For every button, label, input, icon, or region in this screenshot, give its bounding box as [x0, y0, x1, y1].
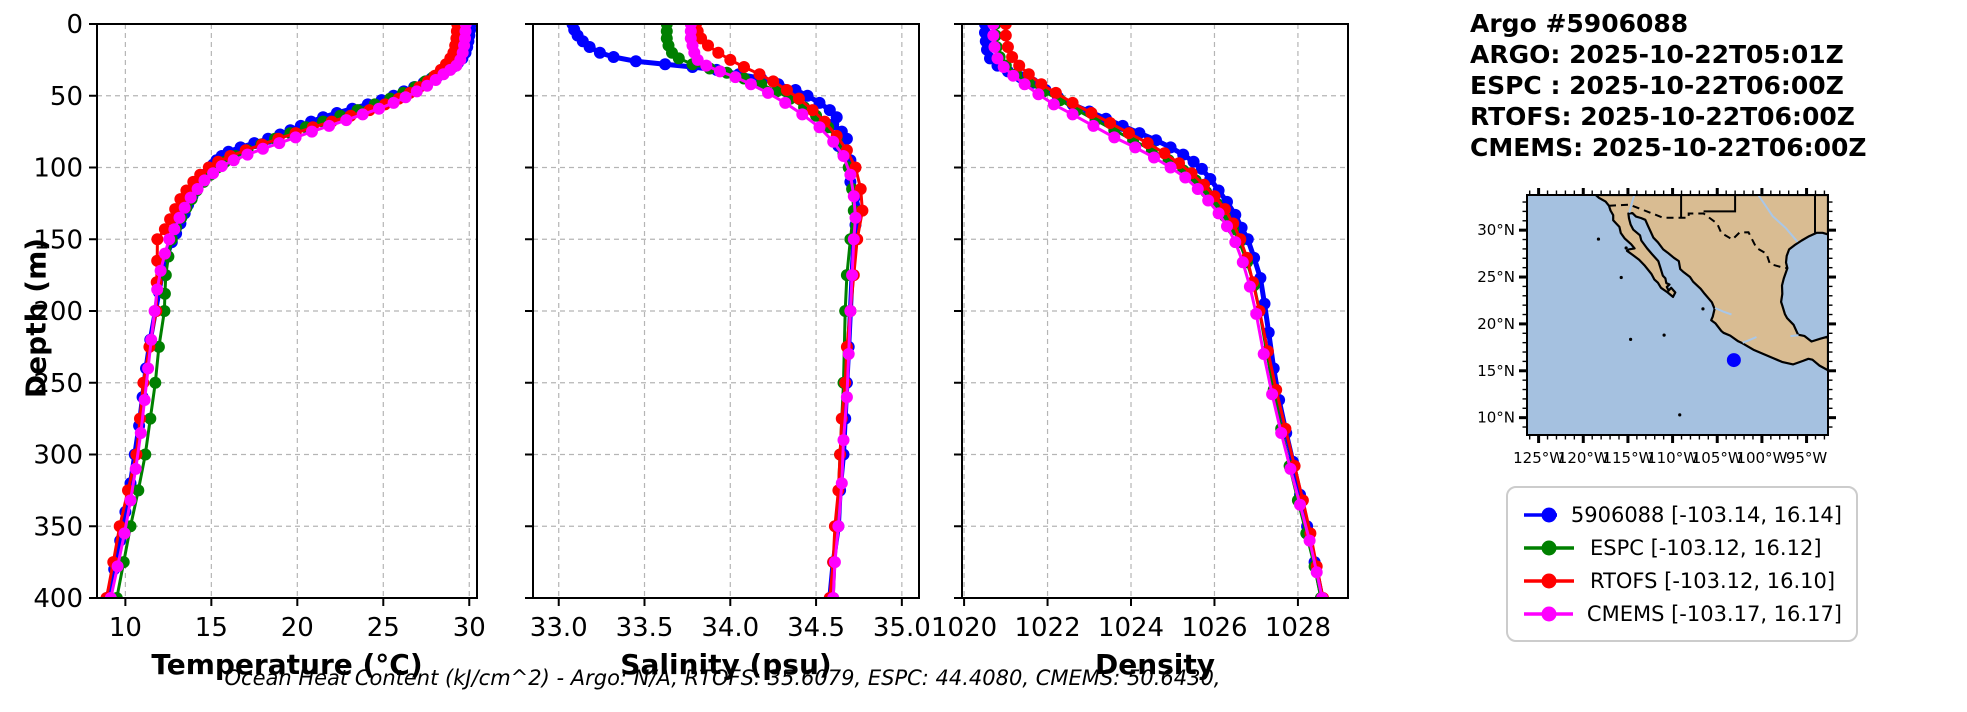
x-tick-label: 20: [281, 613, 314, 643]
legend-line-marker-icon: [1524, 507, 1557, 522]
map-lon-label: 125°W: [1513, 449, 1564, 467]
profile-series-rtofs: [999, 23, 1329, 599]
map-island: [1624, 246, 1628, 250]
header-block: Argo #5906088 ARGO: 2025-10-22T05:01Z ES…: [1470, 8, 1867, 163]
y-tick-label: 400: [33, 584, 83, 614]
map-border-us-mexico: [1608, 203, 1788, 270]
map-lat-label: 10°N: [1477, 409, 1515, 427]
x-tick-label: 1022: [1014, 613, 1080, 643]
legend-item-label: CMEMS [-103.17, 16.17]: [1586, 601, 1842, 626]
map-land-mexico: [1594, 195, 1828, 372]
map-lon-label: 115°W: [1602, 449, 1653, 467]
salinity-panel: 33.0 33.5 34.0 34.5 35.0: [525, 23, 931, 643]
legend-item-label: RTOFS [-103.12, 16.10]: [1590, 568, 1836, 593]
legend-line-marker-icon: [1524, 573, 1574, 588]
map-river: [1742, 336, 1757, 344]
x-tick-label: 34.5: [787, 613, 845, 643]
x-tick-label: 1024: [1098, 613, 1164, 643]
map-lat-label: 20°N: [1477, 315, 1515, 333]
legend-line-marker-icon: [1524, 540, 1574, 555]
map-river: [1628, 195, 1636, 214]
x-tick-label: 1028: [1265, 613, 1331, 643]
profile-series-cmems: [104, 23, 472, 599]
map-island: [1662, 333, 1666, 337]
legend-item: ESPC [-103.12, 16.12]: [1522, 531, 1842, 564]
map-island: [1629, 337, 1633, 341]
map-lat-label: 25°N: [1477, 268, 1515, 286]
map-island: [1678, 413, 1682, 417]
map-island: [1596, 237, 1601, 241]
legend-item-label: 5906088 [-103.14, 16.14]: [1570, 502, 1842, 527]
y-tick-label: 150: [33, 225, 83, 255]
x-tick-label: 10: [109, 613, 142, 643]
map-lon-label: 100°W: [1736, 449, 1787, 467]
float-position-dot: [1726, 353, 1741, 368]
map-river: [1790, 334, 1799, 338]
legend: 5906088 [-103.14, 16.14] ESPC [-103.12, 1…: [1506, 486, 1858, 642]
x-tick-label: 1020: [931, 613, 997, 643]
x-tick-label: 33.5: [616, 613, 674, 643]
map-lon-label: 120°W: [1558, 449, 1609, 467]
ocean-heat-content-note: Ocean Heat Content (kJ/cm^2) - Argo: N/A…: [224, 666, 1221, 690]
legend-line-marker-icon: [1524, 606, 1573, 621]
argo-timestamp: ARGO: 2025-10-22T05:01Z: [1470, 40, 1844, 69]
legend-item: RTOFS [-103.12, 16.10]: [1522, 564, 1842, 597]
profile-series-cmems: [987, 23, 1329, 599]
y-tick-label: 100: [33, 154, 83, 184]
profile-series-espc: [989, 23, 1327, 599]
cmems-timestamp: CMEMS: 2025-10-22T06:00Z: [1470, 133, 1867, 162]
legend-item: CMEMS [-103.17, 16.17]: [1522, 597, 1842, 630]
x-tick-label: 33.0: [530, 613, 588, 643]
map-lon-label: 95°W: [1786, 449, 1828, 467]
map-river: [1714, 307, 1732, 316]
map-lat-label: 15°N: [1477, 362, 1515, 380]
y-tick-label: 300: [33, 441, 83, 471]
map-river: [1757, 195, 1799, 243]
x-tick-label: 1026: [1181, 613, 1247, 643]
map-lon-label: 105°W: [1692, 449, 1743, 467]
y-tick-label: 0: [66, 10, 83, 40]
legend-item-label: ESPC [-103.12, 16.12]: [1590, 535, 1822, 560]
profile-series-cmems: [684, 23, 862, 599]
legend-item: 5906088 [-103.14, 16.14]: [1522, 498, 1842, 531]
density-axis-title: Density: [1094, 648, 1216, 681]
map-island: [1619, 275, 1623, 280]
page-title: Argo #5906088: [1470, 9, 1689, 38]
map-island: [1701, 307, 1705, 311]
salinity-axis-title: Salinity (psu): [620, 648, 832, 681]
rtofs-timestamp: RTOFS: 2025-10-22T06:00Z: [1470, 102, 1855, 131]
y-tick-label: 200: [33, 297, 83, 327]
x-tick-label: 30: [453, 613, 486, 643]
x-tick-label: 25: [367, 613, 400, 643]
map-lat-label: 30°N: [1477, 221, 1515, 239]
map-lon-label: 110°W: [1647, 449, 1698, 467]
y-tick-label: 250: [33, 369, 83, 399]
density-panel: 1020 1022 1024 1026 1028: [931, 23, 1349, 643]
map-state-border: [1703, 195, 1737, 213]
temperature-axis-title: Temperature (°C): [151, 648, 423, 681]
y-tick-label: 350: [33, 512, 83, 542]
x-tick-label: 15: [195, 613, 228, 643]
y-tick-label: 50: [50, 82, 83, 112]
x-tick-label: 35.0: [873, 613, 931, 643]
x-tick-label: 34.0: [701, 613, 759, 643]
espc-timestamp: ESPC : 2025-10-22T06:00Z: [1470, 71, 1844, 100]
